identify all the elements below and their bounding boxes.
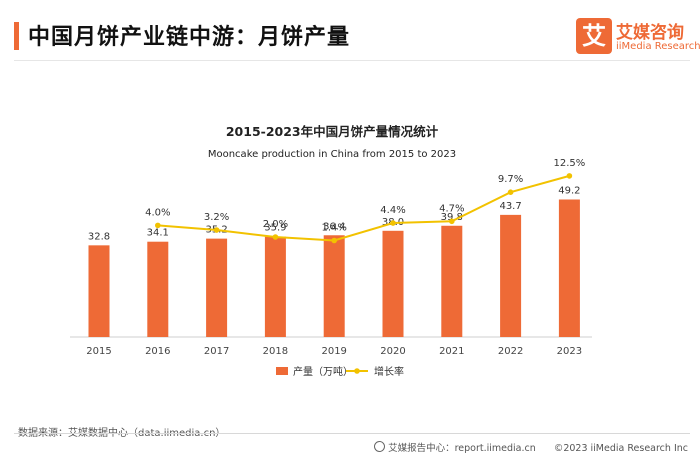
legend-line-marker [354, 368, 360, 374]
growth-label-2018: 2.0% [263, 219, 288, 230]
growth-point-2022 [507, 189, 514, 195]
bar-label-2018: 35.9 [264, 223, 286, 234]
x-tick-2022: 2022 [498, 346, 523, 357]
growth-point-2018 [272, 234, 279, 240]
data-source: 数据来源：艾媒数据中心（data.iimedia.cn） [18, 424, 225, 439]
report-center: 艾媒报告中心：report.iimedia.cn [388, 443, 536, 454]
bar-label-2022: 43.7 [499, 201, 521, 212]
growth-label-2023: 12.5% [554, 158, 586, 169]
chart-subtitle: Mooncake production in China from 2015 t… [208, 149, 456, 160]
bar-label-2023: 49.2 [558, 186, 580, 197]
growth-point-2020 [390, 220, 396, 226]
growth-point-2017 [213, 227, 220, 233]
legend-bar-label: 产量（万吨） [293, 365, 353, 378]
growth-label-2021: 4.7% [439, 203, 464, 214]
legend-line-label: 增长率 [374, 365, 404, 378]
x-tick-2015: 2015 [86, 346, 111, 357]
bar-2023 [558, 199, 580, 337]
growth-point-2016 [155, 222, 161, 229]
x-tick-2019: 2019 [321, 346, 346, 357]
x-tick-2017: 2017 [204, 346, 229, 357]
footer-divider [14, 433, 690, 434]
bar-2018 [264, 236, 286, 337]
bar-2016 [147, 241, 169, 337]
iimedia-logo: 艾 艾媒咨询 iiMedia Research [576, 18, 700, 58]
x-tick-2018: 2018 [263, 346, 288, 357]
x-tick-2020: 2020 [380, 346, 405, 357]
legend-bar-swatch [276, 367, 288, 375]
bar-label-2021: 39.8 [441, 212, 463, 223]
growth-label-2022: 9.7% [498, 174, 523, 185]
bar-2017 [206, 238, 228, 337]
footer-credits: 艾媒报告中心：report.iimedia.cn ©2023 iiMedia R… [374, 440, 688, 454]
globe-icon [374, 441, 386, 452]
growth-point-2023 [566, 173, 573, 179]
bar-label-2015: 32.8 [88, 231, 110, 242]
logo-name-en: iiMedia Research [616, 41, 700, 52]
x-tick-2021: 2021 [439, 346, 464, 357]
logo-name-cn: 艾媒咨询 [616, 23, 684, 43]
title-accent-bar [14, 22, 19, 50]
x-tick-2016: 2016 [145, 346, 170, 357]
bar-label-2019: 36.4 [323, 221, 345, 232]
growth-label-2019: 1.4% [321, 223, 346, 234]
growth-label-2017: 3.2% [204, 212, 229, 223]
bar-2022 [500, 214, 522, 337]
growth-point-2019 [331, 237, 338, 244]
bar-2019 [323, 235, 345, 337]
growth-rate-line [157, 174, 570, 242]
growth-point-2021 [449, 218, 455, 225]
x-tick-2023: 2023 [557, 346, 582, 357]
growth-label-2016: 4.0% [145, 207, 170, 218]
bar-2021 [441, 225, 463, 337]
chart-title: 2015-2023年中国月饼产量情况统计 [226, 124, 439, 139]
copyright: ©2023 iiMedia Research Inc [553, 443, 688, 454]
logo-mark: 艾 [576, 18, 612, 54]
bar-2015 [88, 245, 110, 337]
bar-label-2016: 34.1 [147, 228, 169, 239]
header-divider [14, 60, 690, 61]
bar-2020 [382, 230, 404, 337]
growth-label-2020: 4.4% [380, 205, 405, 216]
page-title: 中国月饼产业链中游：月饼产量 [28, 25, 351, 50]
